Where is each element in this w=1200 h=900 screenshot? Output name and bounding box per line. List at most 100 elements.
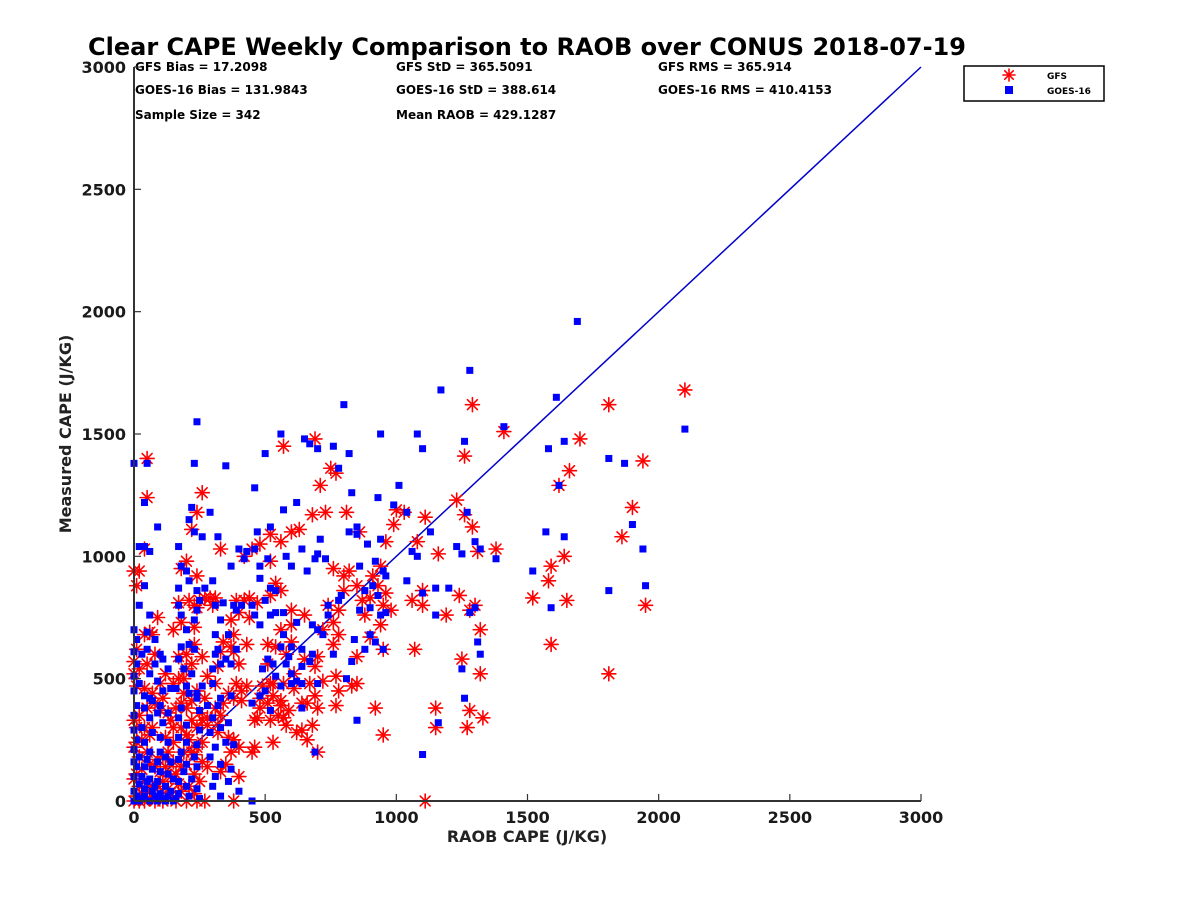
goes16-point (219, 599, 227, 607)
goes16-point (277, 682, 285, 690)
goes16-point (335, 596, 343, 604)
goes16-point (319, 631, 327, 639)
goes16-point (156, 768, 164, 776)
gfs-point (637, 597, 654, 614)
goes16-point (209, 680, 217, 688)
goes16-point (329, 650, 337, 658)
gfs-point (325, 636, 342, 653)
goes16-point (314, 550, 322, 558)
goes16-point (371, 638, 379, 646)
goes16-point (287, 562, 295, 570)
goes16-point (156, 748, 164, 756)
goes16-point (303, 567, 311, 575)
goes16-point (193, 741, 201, 749)
goes16-point (628, 521, 636, 529)
x-tick-label: 1500 (505, 808, 550, 827)
goes16-point (348, 489, 356, 497)
goes16-point (193, 606, 201, 614)
gfs-point (328, 697, 344, 714)
goes16-point (382, 609, 390, 617)
gfs-point (427, 700, 444, 716)
goes16-point (232, 606, 240, 614)
gfs-point (273, 697, 289, 714)
goes16-point (148, 765, 156, 773)
x-axis-ticks: 0 500 1000 1500 2000 2500 3000 (128, 794, 943, 827)
goes16-point (193, 587, 201, 595)
series-goes16 (130, 317, 689, 805)
goes16-point (146, 694, 154, 702)
goes16-point (337, 591, 345, 599)
goes16-point (224, 777, 232, 785)
goes16-point (350, 636, 358, 644)
goes16-point (140, 692, 148, 700)
goes16-point (154, 523, 162, 531)
goes16-point (164, 665, 172, 673)
goes16-point (159, 795, 167, 803)
goes16-point (261, 596, 269, 604)
goes16-point (175, 655, 183, 663)
goes16-point (395, 481, 403, 489)
goes16-point (140, 582, 148, 590)
goes16-point (261, 450, 269, 458)
goes16-point (293, 677, 301, 685)
goes16-point (251, 611, 259, 619)
goes16-point (140, 543, 148, 551)
goes16-point (193, 694, 201, 702)
goes16-point (133, 660, 141, 668)
goes16-point (426, 528, 434, 536)
goes16-point (573, 317, 581, 325)
gfs-point (451, 587, 468, 604)
goes16-point (159, 719, 167, 727)
goes16-point (182, 782, 190, 790)
goes16-point (445, 584, 453, 592)
gfs-point (239, 636, 255, 653)
goes16-point (458, 550, 466, 558)
goes16-point (177, 643, 185, 651)
goes16-point (287, 670, 295, 678)
goes16-point (182, 567, 190, 575)
goes16-point (198, 682, 206, 690)
gfs-point (189, 568, 205, 584)
goes16-point (198, 533, 206, 541)
goes16-point (377, 535, 385, 543)
goes16-point (272, 672, 280, 680)
goes16-point (185, 689, 193, 697)
goes16-point (211, 773, 219, 781)
goes16-point (235, 545, 243, 553)
goes16-point (154, 709, 162, 717)
goes16-point (211, 650, 219, 658)
gfs-point (309, 700, 326, 716)
goes16-point (135, 780, 143, 788)
goes16-point (156, 790, 164, 798)
goes16-point (256, 621, 264, 629)
gfs-point (372, 617, 389, 633)
gfs-point (322, 460, 339, 477)
gfs-point (194, 484, 211, 501)
legend: GFS GOES-16 (963, 65, 1105, 102)
goes16-point (366, 604, 374, 612)
statistics-panel: GFS Bias = 17.2098 GFS StD = 365.5091 GF… (135, 60, 832, 122)
goes16-point (419, 445, 427, 453)
goes16-point (209, 577, 217, 585)
goes16-point (206, 728, 214, 736)
goes16-point (135, 680, 143, 688)
stat-gfs-bias: GFS Bias = 17.2098 (135, 60, 267, 74)
goes16-point (222, 738, 230, 746)
goes16-point (164, 770, 172, 778)
x-tick-label: 2500 (768, 808, 813, 827)
gfs-point (472, 621, 489, 638)
goes16-point (621, 459, 629, 467)
goes16-point (209, 782, 217, 790)
gfs-point (325, 560, 342, 577)
gfs-point (614, 528, 630, 545)
goes16-point (177, 704, 185, 712)
legend-gfs-label: GFS (1047, 72, 1067, 82)
gfs-point (464, 396, 481, 413)
goes16-point (353, 530, 361, 538)
gfs-point (233, 692, 250, 709)
goes16-point (266, 611, 274, 619)
goes16-point (143, 645, 151, 653)
goes16-point (329, 442, 337, 450)
goes16-point (140, 792, 148, 800)
